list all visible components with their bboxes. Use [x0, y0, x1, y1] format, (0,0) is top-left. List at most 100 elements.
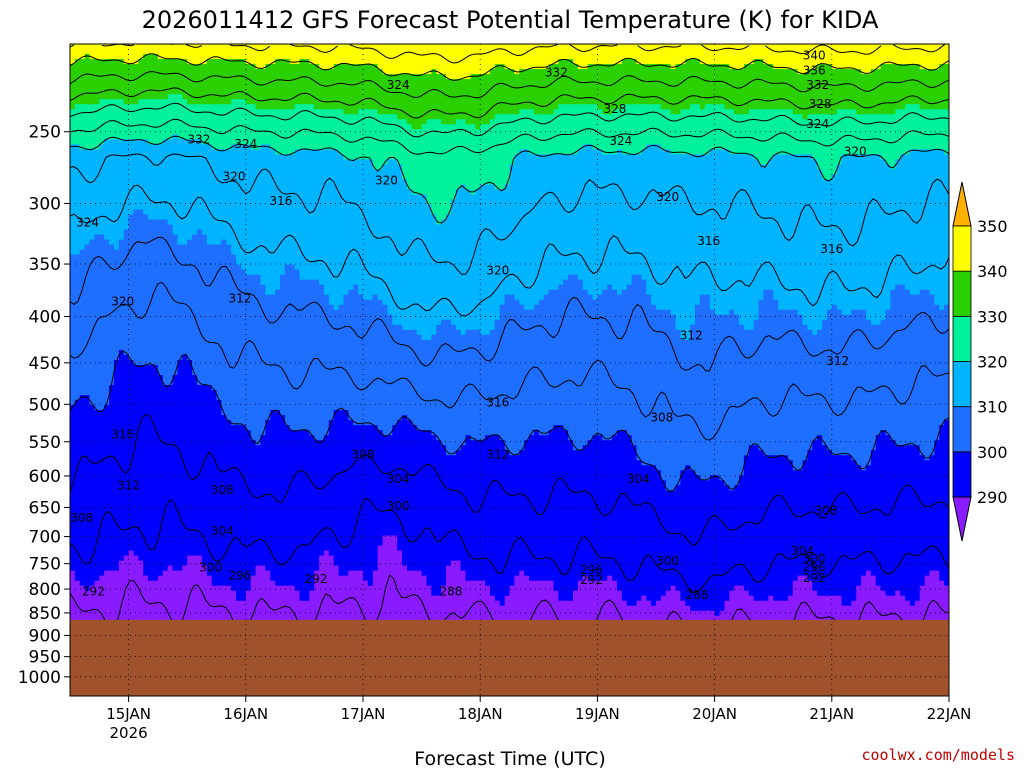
band-cell — [553, 119, 559, 125]
band-cell — [778, 144, 784, 150]
band-cell — [494, 79, 501, 85]
band-cell — [592, 114, 598, 120]
band-cell — [568, 94, 574, 100]
band-cell — [480, 139, 486, 145]
band-cell — [558, 109, 564, 115]
band-cell — [905, 154, 911, 160]
band-cell — [260, 154, 266, 160]
band-cell — [348, 59, 354, 65]
band-cell — [758, 94, 765, 100]
band-cell — [309, 54, 315, 60]
band-cell — [109, 54, 115, 60]
band-cell — [919, 114, 926, 120]
band-cell — [621, 59, 628, 65]
band-cell — [656, 139, 662, 145]
band-cell — [226, 159, 232, 165]
band-cell — [885, 174, 891, 181]
band-cell — [499, 109, 506, 115]
band-cell — [397, 49, 403, 55]
band-cell — [104, 69, 110, 75]
band-cell — [216, 64, 222, 70]
band-cell — [695, 109, 701, 115]
band-cell — [79, 44, 86, 50]
band-cell — [275, 109, 281, 115]
band-cell — [319, 119, 325, 125]
band-cell — [836, 114, 843, 120]
band-cell — [94, 149, 100, 155]
band-cell — [924, 149, 931, 155]
band-cell — [861, 99, 867, 105]
band-cell — [885, 54, 891, 60]
band-cell — [436, 94, 442, 100]
band-cell — [792, 59, 799, 65]
band-cell — [113, 179, 120, 186]
band-cell — [494, 49, 501, 55]
band-cell — [328, 89, 335, 95]
band-cell — [743, 144, 750, 150]
band-cell — [450, 154, 457, 160]
band-cell — [255, 79, 262, 85]
band-cell — [113, 94, 120, 100]
band-cell — [792, 74, 799, 80]
band-cell — [309, 154, 315, 160]
band-cell — [621, 64, 628, 70]
band-cell — [592, 99, 598, 105]
band-cell — [739, 89, 745, 95]
band-cell — [880, 94, 887, 100]
band-cell — [89, 114, 96, 120]
band-cell — [416, 64, 423, 70]
band-cell — [782, 139, 789, 145]
band-cell — [211, 64, 218, 70]
band-cell — [367, 84, 374, 90]
band-cell — [758, 119, 765, 125]
band-cell — [196, 114, 203, 120]
band-cell — [128, 84, 135, 90]
band-cell — [773, 89, 779, 95]
band-cell — [260, 79, 266, 85]
band-cell — [455, 169, 462, 175]
band-cell — [475, 139, 481, 145]
band-cell — [441, 154, 447, 160]
band-cell — [319, 159, 325, 165]
band-cell — [270, 74, 276, 80]
band-cell — [787, 139, 794, 145]
band-cell — [397, 84, 403, 90]
band-cell — [724, 54, 730, 60]
band-cell — [641, 69, 647, 75]
band-cell — [70, 69, 76, 75]
band-cell — [577, 114, 584, 120]
band-cell — [836, 79, 843, 85]
band-cell — [841, 74, 848, 80]
band-cell — [817, 114, 823, 120]
band-cell — [431, 99, 437, 105]
band-cell — [660, 99, 667, 105]
band-cell — [709, 69, 716, 75]
band-cell — [782, 89, 789, 95]
band-cell — [104, 129, 110, 135]
band-cell — [631, 99, 638, 105]
band-cell — [397, 109, 403, 115]
band-cell — [651, 129, 657, 135]
band-cell — [729, 99, 735, 105]
band-cell — [519, 129, 525, 135]
band-cell — [431, 59, 437, 65]
band-cell — [524, 69, 530, 75]
band-cell — [856, 104, 862, 110]
band-cell — [529, 69, 535, 75]
band-cell — [802, 134, 808, 140]
band-cell — [367, 49, 374, 55]
band-cell — [416, 59, 423, 65]
band-cell — [416, 124, 423, 130]
band-cell — [690, 89, 696, 95]
band-cell — [841, 69, 848, 75]
band-cell — [338, 64, 345, 70]
band-cell — [113, 129, 120, 135]
band-cell — [773, 69, 779, 75]
band-cell — [929, 174, 935, 181]
band-cell — [739, 149, 745, 155]
band-cell — [651, 149, 657, 155]
band-cell — [499, 114, 506, 120]
band-cell — [372, 54, 379, 60]
band-cell — [714, 49, 721, 55]
band-cell — [309, 144, 315, 150]
